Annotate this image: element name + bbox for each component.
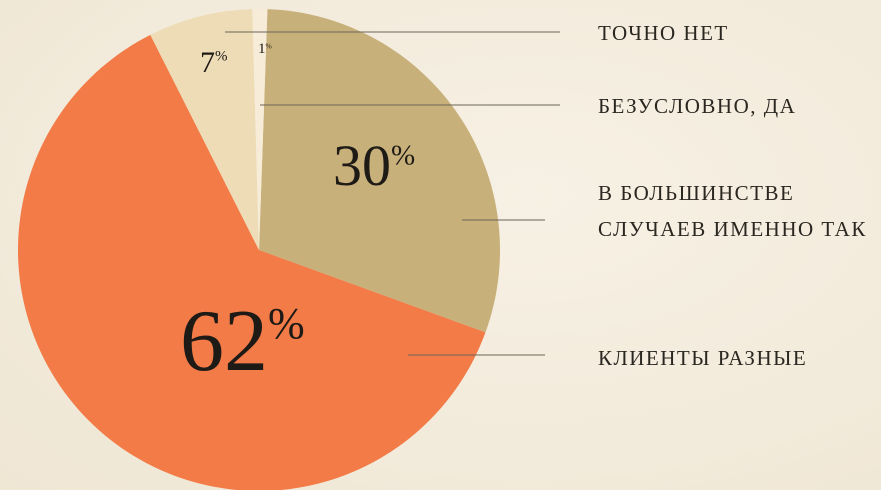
legend-label: В БОЛЬШИНСТВЕ СЛУЧАЕВ ИМЕННО ТАК xyxy=(598,181,867,241)
pie-slice xyxy=(252,9,268,251)
data-label-unit: % xyxy=(215,49,228,65)
data-label-value: 7 xyxy=(200,46,215,79)
data-label-unit: % xyxy=(268,299,305,348)
legend-label: БЕЗУСЛОВНО, ДА xyxy=(598,94,797,118)
data-label: 62% xyxy=(180,293,305,390)
pie-slice xyxy=(150,9,259,250)
data-label-value: 1 xyxy=(258,41,266,57)
pie-slice xyxy=(18,34,486,490)
pie-slice xyxy=(259,9,500,333)
data-label-unit: % xyxy=(391,139,415,171)
data-label-value: 62 xyxy=(180,293,268,390)
data-label-value: 30 xyxy=(333,133,391,198)
legend-label: КЛИЕНТЫ РАЗНЫЕ xyxy=(598,346,808,370)
data-label: 1% xyxy=(258,41,272,57)
data-label-unit: % xyxy=(266,41,272,50)
data-label: 30% xyxy=(333,133,415,198)
legend-label: ТОЧНО НЕТ xyxy=(598,21,729,45)
data-label: 7% xyxy=(200,46,228,79)
